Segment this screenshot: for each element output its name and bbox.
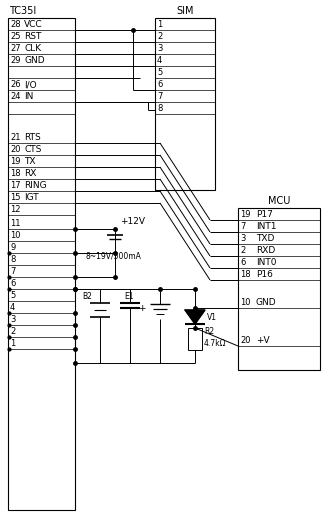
Text: 19: 19 xyxy=(10,157,20,166)
Text: 3: 3 xyxy=(157,44,162,53)
Text: 8: 8 xyxy=(157,104,162,113)
Text: 10: 10 xyxy=(240,298,250,307)
Text: 28: 28 xyxy=(10,20,21,29)
Text: TX: TX xyxy=(24,157,36,166)
Text: INT0: INT0 xyxy=(256,258,277,267)
Text: +V: +V xyxy=(256,336,270,345)
Text: 20: 20 xyxy=(10,145,20,154)
Text: CTS: CTS xyxy=(24,145,41,154)
Text: 27: 27 xyxy=(10,44,21,53)
Text: RST: RST xyxy=(24,32,41,41)
Text: +12V: +12V xyxy=(120,217,145,226)
Text: 2: 2 xyxy=(157,32,162,41)
Polygon shape xyxy=(185,310,205,324)
Bar xyxy=(155,18,215,190)
Text: 11: 11 xyxy=(10,219,20,228)
Text: 21: 21 xyxy=(10,133,20,142)
Text: 8~19V/500mA: 8~19V/500mA xyxy=(85,251,141,260)
Text: 1: 1 xyxy=(157,20,162,29)
Text: B2: B2 xyxy=(82,292,92,301)
Text: TXD: TXD xyxy=(256,234,274,243)
Text: V1: V1 xyxy=(207,312,217,322)
Text: TC35I: TC35I xyxy=(9,6,36,16)
Text: 10: 10 xyxy=(10,231,20,240)
Text: IGT: IGT xyxy=(24,193,39,202)
Bar xyxy=(238,208,320,370)
Text: 7: 7 xyxy=(10,267,16,276)
Text: GND: GND xyxy=(256,298,277,307)
Text: GND: GND xyxy=(24,56,45,65)
Text: 19: 19 xyxy=(240,210,250,219)
Text: 18: 18 xyxy=(10,169,21,178)
Text: P16: P16 xyxy=(256,270,273,279)
Text: 3: 3 xyxy=(240,234,246,243)
Text: INT1: INT1 xyxy=(256,222,277,231)
Text: 4: 4 xyxy=(157,56,162,65)
Text: 2: 2 xyxy=(10,327,15,336)
Text: +: + xyxy=(138,304,146,313)
Text: 9: 9 xyxy=(10,243,15,252)
Bar xyxy=(188,328,202,350)
Text: CLK: CLK xyxy=(24,44,41,53)
Text: I/O: I/O xyxy=(24,80,37,89)
Text: 4.7kΩ: 4.7kΩ xyxy=(204,339,226,348)
Text: 5: 5 xyxy=(157,68,162,77)
Text: RX: RX xyxy=(24,169,36,178)
Text: 20: 20 xyxy=(240,336,250,345)
Text: RTS: RTS xyxy=(24,133,41,142)
Text: 3: 3 xyxy=(10,315,16,324)
Bar xyxy=(8,18,75,510)
Text: P17: P17 xyxy=(256,210,273,219)
Text: 29: 29 xyxy=(10,56,20,65)
Text: 6: 6 xyxy=(240,258,246,267)
Text: 1: 1 xyxy=(10,339,15,348)
Text: 4: 4 xyxy=(10,303,15,312)
Text: 17: 17 xyxy=(10,181,21,190)
Text: 5: 5 xyxy=(10,291,15,300)
Text: IN: IN xyxy=(24,92,33,101)
Text: 18: 18 xyxy=(240,270,250,279)
Text: 12: 12 xyxy=(10,205,20,214)
Text: 26: 26 xyxy=(10,80,21,89)
Text: 7: 7 xyxy=(157,92,162,101)
Text: E1: E1 xyxy=(124,292,134,301)
Text: 8: 8 xyxy=(10,255,16,264)
Text: 6: 6 xyxy=(10,279,16,288)
Text: 2: 2 xyxy=(240,246,245,255)
Text: RING: RING xyxy=(24,181,47,190)
Text: SIM: SIM xyxy=(176,6,194,16)
Text: 25: 25 xyxy=(10,32,20,41)
Text: 6: 6 xyxy=(157,80,162,89)
Text: MCU: MCU xyxy=(268,196,290,206)
Text: RXD: RXD xyxy=(256,246,275,255)
Text: 24: 24 xyxy=(10,92,20,101)
Text: 7: 7 xyxy=(240,222,246,231)
Text: VCC: VCC xyxy=(24,20,43,29)
Text: 15: 15 xyxy=(10,193,20,202)
Text: R2: R2 xyxy=(204,327,214,337)
